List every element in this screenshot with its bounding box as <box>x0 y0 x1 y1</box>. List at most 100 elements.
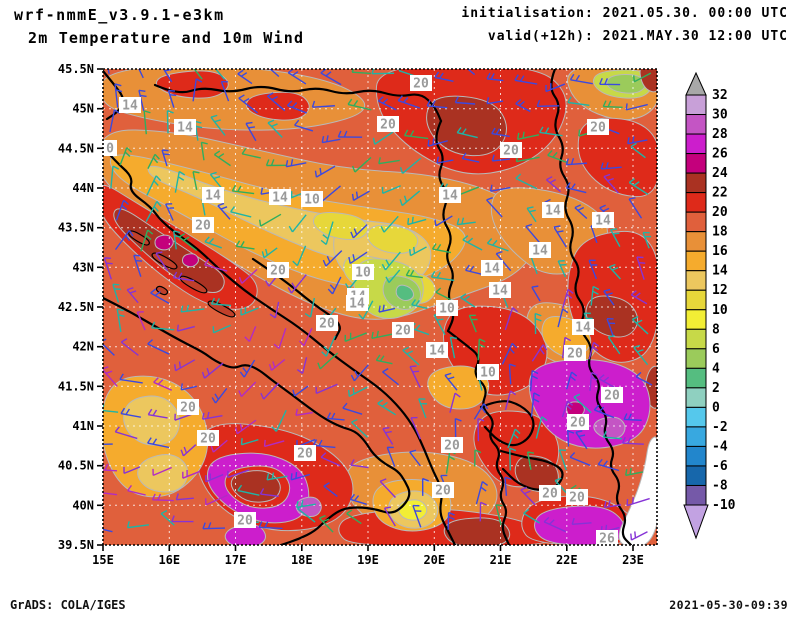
colorbar-label: -4 <box>712 439 728 454</box>
svg-text:10: 10 <box>480 366 496 381</box>
temp-region-24-26 <box>154 234 174 251</box>
lat-axis-label: 45.5N <box>58 62 94 76</box>
lon-axis-label: 21E <box>490 553 512 567</box>
lat-axis-label: 44N <box>72 181 94 195</box>
lat-axis-label: 45N <box>72 102 94 116</box>
svg-text:20: 20 <box>542 487 558 502</box>
svg-text:14: 14 <box>575 321 591 336</box>
colorbar-label: 32 <box>712 88 728 103</box>
svg-text:20: 20 <box>270 264 286 279</box>
lat-axis-label: 41N <box>72 419 94 433</box>
map-canvas: 14 14 0 14 14 10 20 20 10 14 20 20 20 20 14 14 14 14 14 14 1… <box>58 62 658 567</box>
temp-region-20-22 <box>245 91 310 121</box>
temp-region-28-30 <box>593 416 626 440</box>
colorbar-label: 12 <box>712 283 728 298</box>
initialisation-time: initialisation: 2021.05.30. 00:00 UTC <box>461 6 788 21</box>
svg-text:14: 14 <box>532 244 548 259</box>
svg-text:20: 20 <box>380 118 396 133</box>
svg-text:20: 20 <box>569 491 585 506</box>
svg-text:20: 20 <box>503 144 519 159</box>
lon-axis-label: 20E <box>423 553 445 567</box>
svg-text:20: 20 <box>180 401 196 416</box>
svg-text:20: 20 <box>604 389 620 404</box>
creation-timestamp: 2021-05-30-09:39 <box>669 598 788 612</box>
colorbar-label: 2 <box>712 381 720 396</box>
grads-credit: GrADS: COLA/IGES <box>10 598 126 612</box>
colorbar-label: -2 <box>712 420 728 435</box>
svg-text:10: 10 <box>355 266 371 281</box>
svg-text:14: 14 <box>349 297 365 312</box>
svg-text:14: 14 <box>492 284 508 299</box>
lon-axis-label: 22E <box>556 553 578 567</box>
colorbar-label: 14 <box>712 264 728 279</box>
svg-text:20: 20 <box>590 121 606 136</box>
colorbar-label: -10 <box>712 498 736 513</box>
lon-axis-label: 17E <box>225 553 247 567</box>
lat-axis-label: 44.5N <box>58 141 94 155</box>
svg-text:20: 20 <box>435 484 451 499</box>
colorbar-label: 8 <box>712 322 720 337</box>
lon-axis-label: 15E <box>92 553 114 567</box>
lon-axis-label: 18E <box>291 553 313 567</box>
temp-region-12-14 <box>137 454 189 493</box>
colorbar-label: 20 <box>712 205 728 220</box>
temp-region-26-28 <box>224 524 266 545</box>
svg-text:20: 20 <box>237 514 253 529</box>
colorbar-label: -6 <box>712 459 728 474</box>
svg-text:20: 20 <box>570 416 586 431</box>
temp-region-nodata <box>618 436 657 545</box>
valid-time: valid(+12h): 2021.MAY.30 12:00 UTC <box>487 29 788 44</box>
lat-axis-label: 42N <box>72 340 94 354</box>
svg-text:14: 14 <box>429 344 445 359</box>
svg-text:20: 20 <box>444 439 460 454</box>
temp-region-24-26 <box>181 253 199 268</box>
lat-axis-label: 41.5N <box>58 379 94 393</box>
svg-text:14: 14 <box>272 191 288 206</box>
svg-text:10: 10 <box>304 193 320 208</box>
colorbar-label: 4 <box>712 361 720 376</box>
colorbar-label: 6 <box>712 342 720 357</box>
colorbar-label: 16 <box>712 244 728 259</box>
temp-region-8-10 <box>398 499 428 521</box>
map-frame: 45.5N 45N 44.5N 44N 43.5N 43N 42.5N 42N 41.5N 41N… <box>58 62 658 567</box>
colorbar-label: 24 <box>712 166 728 181</box>
colorbar-label: 30 <box>712 108 728 123</box>
temp-region-10-12 <box>366 224 419 254</box>
colorbar-over-triangle <box>685 71 707 96</box>
lon-axis-label: 23E <box>622 553 644 567</box>
colorbar-label: 28 <box>712 127 728 142</box>
colorbar-label: -8 <box>712 478 728 493</box>
lon-axis-label: 16E <box>158 553 180 567</box>
lat-axis-label: 39.5N <box>58 538 94 552</box>
svg-text:14: 14 <box>442 189 458 204</box>
svg-text:14: 14 <box>484 262 500 277</box>
svg-text:20: 20 <box>413 77 429 92</box>
lat-axis-label: 43.5N <box>58 221 94 235</box>
colorbar-label: 18 <box>712 225 728 240</box>
temp-region-22-24 <box>443 517 511 545</box>
svg-text:26: 26 <box>599 532 615 547</box>
svg-text:20: 20 <box>195 219 211 234</box>
svg-text:14: 14 <box>205 189 221 204</box>
svg-text:10: 10 <box>439 302 455 317</box>
svg-text:0: 0 <box>106 142 114 157</box>
plot-subtitle: 2m Temperature and 10m Wind <box>28 29 305 47</box>
lon-axis-label: 19E <box>357 553 379 567</box>
lat-axis-label: 40N <box>72 498 94 512</box>
colorbar-label: 22 <box>712 186 728 201</box>
lat-axis-label: 40.5N <box>58 459 94 473</box>
svg-text:20: 20 <box>319 317 335 332</box>
lat-axis-label: 43N <box>72 260 94 274</box>
temp-region-10-12 <box>313 212 369 240</box>
svg-text:20: 20 <box>297 447 313 462</box>
lat-axis-label: 42.5N <box>58 300 94 314</box>
temp-region-2-4 <box>395 284 415 302</box>
svg-text:20: 20 <box>200 432 216 447</box>
svg-text:20: 20 <box>395 324 411 339</box>
svg-text:14: 14 <box>122 99 138 114</box>
colorbar-label: 0 <box>712 400 720 415</box>
colorbar-under-triangle <box>683 504 709 540</box>
